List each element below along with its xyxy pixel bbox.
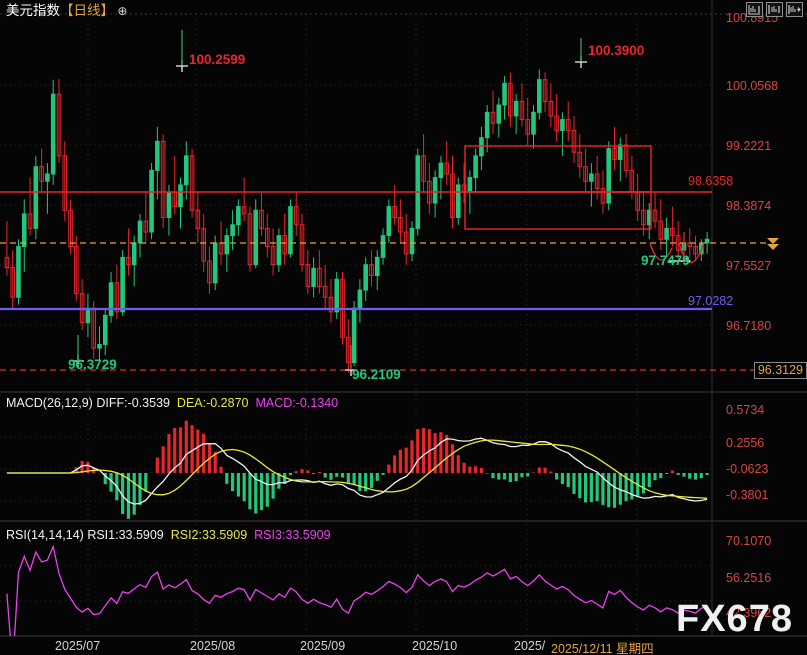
rsi-series xyxy=(6,544,708,636)
price-tick-0: 100.8915 xyxy=(726,11,779,25)
price-tick-4: 97.5527 xyxy=(726,259,772,273)
rsi-tick-0: 70.1070 xyxy=(726,534,772,548)
macd-tick-3: -0.3801 xyxy=(726,488,769,502)
timeframe-label: 【日线】 xyxy=(60,3,114,18)
watermark: FX678 xyxy=(676,598,793,640)
rsi1-value: RSI1:33.5909 xyxy=(87,528,164,542)
chart-drawings xyxy=(0,30,779,376)
rsi2-value: RSI2:33.5909 xyxy=(170,528,248,542)
macd-dea-value: DEA:-0.2870 xyxy=(176,396,249,410)
cursor-price-label: 96.3129 xyxy=(753,362,807,379)
resistance-line-label: 98.6358 xyxy=(688,174,734,188)
price-tick-3: 98.3874 xyxy=(726,199,772,213)
macd-hist-value: MACD:-0.1340 xyxy=(255,396,339,410)
date-tick-1: 2025/08 xyxy=(190,639,236,653)
swing-high-label-1: 100.2599 xyxy=(189,52,246,67)
swing-markers xyxy=(72,56,587,376)
range-rect-upper xyxy=(464,145,652,193)
macd-tick-2: -0.0623 xyxy=(726,462,769,476)
support-line-label: 97.0282 xyxy=(688,294,734,308)
macd-grid xyxy=(0,436,712,502)
panel-separators xyxy=(0,0,807,637)
macd-name: MACD(26,12,9) xyxy=(6,396,93,410)
macd-diff-value: DIFF:-0.3539 xyxy=(96,396,170,410)
crosshair-icon[interactable]: ⊕ xyxy=(114,4,128,18)
rsi-name: RSI(14,14,14) xyxy=(6,528,84,542)
instrument-name: 美元指数 xyxy=(6,3,60,18)
date-tick-3: 2025/10 xyxy=(412,639,458,653)
rsi-tick-1: 56.2516 xyxy=(726,571,772,585)
chart-toolbar xyxy=(746,2,803,17)
price-cursor-arrow xyxy=(767,238,779,250)
rsi-grid xyxy=(0,565,712,602)
date-tick-0: 2025/07 xyxy=(55,639,101,653)
candlestick-series xyxy=(4,69,710,373)
rsi-indicator-label: RSI(14,14,14) RSI1:33.5909 RSI2:33.5909 … xyxy=(6,528,331,543)
arc-right xyxy=(678,242,705,264)
price-tick-2: 99.2221 xyxy=(726,139,772,153)
fit-chart-button[interactable] xyxy=(766,2,783,17)
range-rect-lower xyxy=(464,191,652,230)
fit-right-button[interactable] xyxy=(786,2,803,17)
swing-high-label-2: 100.3900 xyxy=(588,43,645,58)
price-tick-5: 96.7180 xyxy=(726,319,772,333)
price-grid xyxy=(0,84,712,326)
cursor-date-label: 2025/12/11 星期四 xyxy=(549,638,656,655)
macd-tick-0: 0.5734 xyxy=(726,403,765,417)
rsi-tick-2: 42.3962 xyxy=(726,606,772,620)
date-tick-2: 2025/09 xyxy=(300,639,346,653)
macd-series xyxy=(6,420,709,519)
swing-low-label-2: 96.2109 xyxy=(352,367,401,382)
rsi3-value: RSI3:33.5909 xyxy=(254,528,331,542)
arc-left xyxy=(649,242,673,261)
chart-title-bar: 美元指数【日线】 ⊕ xyxy=(6,3,127,19)
swing-low-label-3: 97.7479 xyxy=(641,253,690,268)
date-tick-4: 2025/ xyxy=(514,639,546,653)
price-tick-1: 100.0568 xyxy=(726,79,779,93)
macd-tick-1: 0.2556 xyxy=(726,436,765,450)
macd-indicator-label: MACD(26,12,9) DIFF:-0.3539 DEA:-0.2870 M… xyxy=(6,396,338,411)
fit-left-button[interactable] xyxy=(746,2,763,17)
swing-low-label-1: 96.3729 xyxy=(68,357,117,372)
